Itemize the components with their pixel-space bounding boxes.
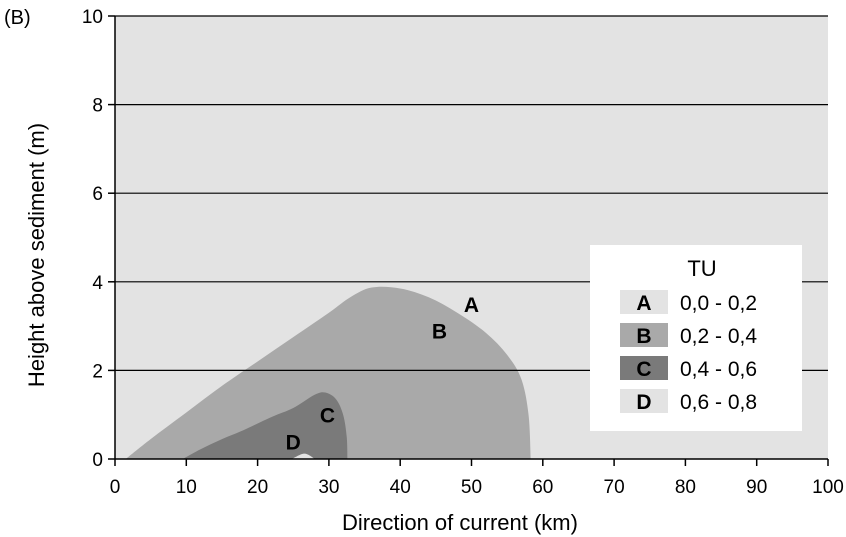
region-d <box>291 453 315 459</box>
x-tick-label-40: 40 <box>390 477 411 498</box>
panel-label: (B) <box>4 7 31 29</box>
region-c <box>182 392 348 459</box>
x-tick-label-0: 0 <box>110 477 121 498</box>
legend-range-c: 0,4 - 0,6 <box>680 358 757 381</box>
zone-label-d: D <box>286 431 301 454</box>
y-tick-label-10: 10 <box>82 7 103 28</box>
legend: TU A 0,0 - 0,2 B 0,2 - 0,4 C 0,4 - 0,6 D 0,6 - … <box>590 245 802 431</box>
x-tick-label-90: 90 <box>746 477 767 498</box>
zone-label-a: A <box>464 294 479 317</box>
axes: 0 10 20 30 40 50 60 70 80 90 100 0 2 4 6 8 10 <box>82 7 844 498</box>
y-tick-label-2: 2 <box>92 361 103 382</box>
y-axis-title: Height above sediment (m) <box>24 123 49 387</box>
legend-swatch-b <box>620 323 668 347</box>
legend-entries: A 0,0 - 0,2 B 0,2 - 0,4 C 0,4 - 0,6 D 0,6 - 0,8 <box>620 290 757 414</box>
legend-swatch-d <box>620 389 668 413</box>
x-tick-label-70: 70 <box>604 477 625 498</box>
legend-title: TU <box>687 256 716 281</box>
legend-letter-a: A <box>636 292 651 315</box>
x-tick-label-20: 20 <box>247 477 268 498</box>
legend-range-d: 0,6 - 0,8 <box>680 391 757 414</box>
legend-swatch-c <box>620 356 668 380</box>
x-tick-label-60: 60 <box>532 477 553 498</box>
y-tick-label-0: 0 <box>92 450 103 471</box>
x-axis-title: Direction of current (km) <box>342 510 578 535</box>
zone-label-c: C <box>320 405 335 428</box>
x-tick-label-30: 30 <box>318 477 339 498</box>
legend-letter-c: C <box>636 358 651 381</box>
zone-labels: AB CD <box>286 294 479 454</box>
x-tick-label-80: 80 <box>675 477 696 498</box>
x-tick-label-50: 50 <box>461 477 482 498</box>
legend-range-b: 0,2 - 0,4 <box>680 325 757 348</box>
region-b <box>125 286 531 459</box>
y-tick-label-4: 4 <box>92 273 103 294</box>
legend-letter-d: D <box>636 391 651 414</box>
y-tick-label-8: 8 <box>92 96 103 117</box>
x-tick-label-100: 100 <box>812 477 844 498</box>
legend-range-a: 0,0 - 0,2 <box>680 292 757 315</box>
legend-swatch-a <box>620 290 668 314</box>
x-tick-label-10: 10 <box>176 477 197 498</box>
zone-label-b: B <box>432 321 447 344</box>
legend-letter-b: B <box>636 325 651 348</box>
y-tick-label-6: 6 <box>92 184 103 205</box>
tu-regions <box>125 286 531 459</box>
